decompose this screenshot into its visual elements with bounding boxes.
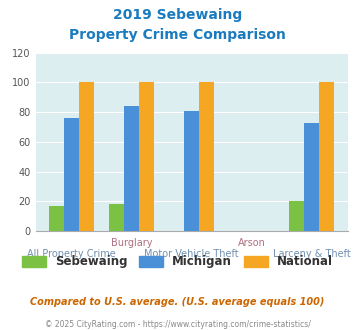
Bar: [49, 206, 64, 231]
Text: Compared to U.S. average. (U.S. average equals 100): Compared to U.S. average. (U.S. average …: [30, 297, 325, 307]
Bar: [199, 82, 214, 231]
Text: 2019 Sebewaing: 2019 Sebewaing: [113, 8, 242, 22]
Bar: [64, 118, 79, 231]
Text: © 2025 CityRating.com - https://www.cityrating.com/crime-statistics/: © 2025 CityRating.com - https://www.city…: [45, 320, 310, 329]
Text: All Property Crime: All Property Crime: [27, 249, 116, 259]
Bar: [124, 106, 139, 231]
Bar: [304, 122, 320, 231]
Text: Motor Vehicle Theft: Motor Vehicle Theft: [144, 249, 239, 259]
Bar: [139, 82, 154, 231]
Text: Arson: Arson: [238, 238, 266, 248]
Bar: [79, 82, 94, 231]
Text: Larceny & Theft: Larceny & Theft: [273, 249, 351, 259]
Legend: Sebewaing, Michigan, National: Sebewaing, Michigan, National: [17, 250, 338, 273]
Text: Property Crime Comparison: Property Crime Comparison: [69, 28, 286, 42]
Bar: [289, 201, 304, 231]
Bar: [184, 111, 199, 231]
Text: Burglary: Burglary: [111, 238, 152, 248]
Bar: [320, 82, 334, 231]
Bar: [109, 204, 124, 231]
